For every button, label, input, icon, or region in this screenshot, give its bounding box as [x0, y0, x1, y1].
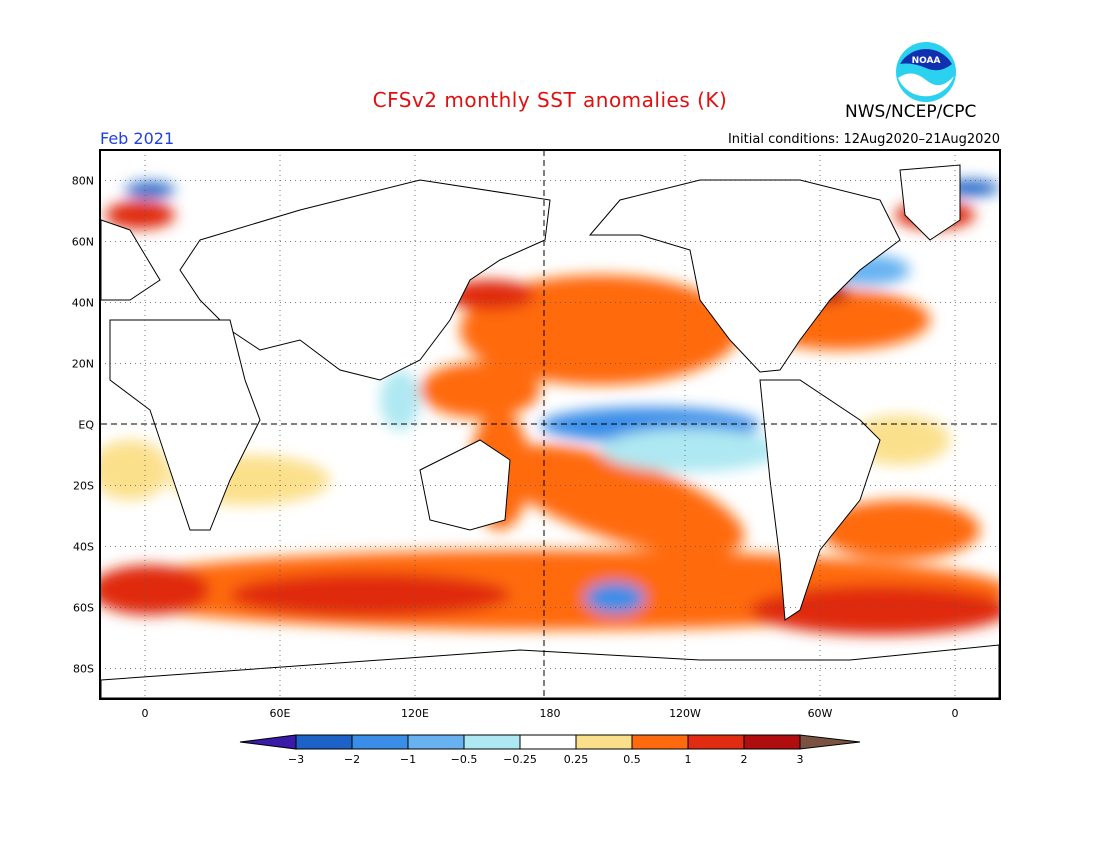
chart-title: CFSv2 monthly SST anomalies (K) — [372, 88, 728, 112]
south-pacific-cool — [585, 582, 645, 614]
greenland-warm — [895, 201, 975, 229]
lat-label-2: 40N — [72, 297, 94, 310]
warm-west-pacific — [420, 362, 540, 418]
warm-south-pacific-west — [470, 410, 530, 530]
colorbar-segment-4 — [463, 734, 521, 750]
colorbar-segment-2 — [351, 734, 409, 750]
antarctica-land — [101, 644, 999, 698]
southern-ocean-strong-west — [101, 565, 210, 615]
lon-label-0: 0 — [142, 707, 149, 720]
landmasses — [101, 164, 999, 698]
atlantic-tropical-warm — [850, 415, 950, 465]
colorbar-segment-6 — [575, 734, 633, 750]
east-pacific-cool — [600, 428, 780, 472]
lat-label-5: 20S — [73, 480, 94, 493]
noaa-logo: NOAA — [896, 42, 956, 102]
eurasia-land — [179, 179, 551, 381]
lon-label-3: 180 — [540, 707, 561, 720]
lon-label-2: 120E — [401, 707, 429, 720]
longitude-labels: 0 60E 120E 180 120W 60W 0 — [142, 707, 959, 720]
map-grid — [101, 150, 999, 698]
lat-label-0: 80N — [72, 175, 94, 188]
lat-label-6: 40S — [73, 541, 94, 554]
africa-land — [109, 319, 261, 531]
colorbar-tick-4: −0.25 — [503, 753, 537, 766]
warm-south-pacific-band — [495, 444, 745, 556]
map-frame — [99, 149, 1001, 700]
lat-label-1: 60N — [72, 236, 94, 249]
colorbar-arrow-low — [239, 734, 297, 750]
colorbar-segment-1 — [295, 734, 353, 750]
warm-north-pacific — [460, 275, 740, 385]
lon-label-6: 0 — [952, 707, 959, 720]
colorbar-tick-9: 3 — [797, 753, 804, 766]
agency-label: NWS/NCEP/CPC — [845, 102, 977, 122]
colorbar-segment-8 — [687, 734, 745, 750]
lon-label-4: 120W — [669, 707, 701, 720]
colorbar-tick-7: 1 — [685, 753, 692, 766]
north-atlantic-warm — [750, 290, 930, 350]
greenland-warm-west — [105, 201, 175, 229]
australia-land — [419, 439, 511, 531]
europe-west-land — [101, 219, 161, 301]
colorbar-tick-5: 0.25 — [564, 753, 589, 766]
lat-label-7: 60S — [73, 602, 94, 615]
colorbar-tick-3: −0.5 — [451, 753, 478, 766]
colorbar-tick-8: 2 — [741, 753, 748, 766]
southern-ocean-warm — [101, 550, 999, 630]
initial-conditions: Initial conditions: 12Aug2020–21Aug2020 — [727, 132, 1000, 147]
barents-cool-west — [125, 182, 175, 198]
lon-label-1: 60E — [270, 707, 291, 720]
colorbar-tick-2: −1 — [400, 753, 416, 766]
lon-label-5: 60W — [808, 707, 833, 720]
colorbar-arrow-high — [799, 734, 861, 750]
colorbar-tick-0: −3 — [288, 753, 304, 766]
noaa-logo-text: NOAA — [912, 56, 941, 66]
gulf-stream-warm — [790, 283, 850, 303]
colorbar: −3 −2 −1 −0.5 −0.25 0.25 0.5 1 2 3 — [239, 734, 861, 766]
colorbar-tick-1: −2 — [344, 753, 360, 766]
latitude-labels: 80N 60N 40N 20N EQ 20S 40S 60S 80S — [72, 175, 95, 676]
colorbar-tick-6: 0.5 — [623, 753, 641, 766]
lat-label-8: 80S — [73, 663, 94, 676]
southern-ocean-strong — [230, 573, 510, 617]
subpolar-atlantic-cool — [830, 255, 910, 285]
south-atlantic-east — [101, 440, 170, 500]
lat-label-3: 20N — [72, 358, 94, 371]
la-nina-cold-tongue — [540, 407, 760, 443]
colorbar-segment-7 — [631, 734, 689, 750]
southern-ocean-strong-east — [750, 585, 999, 635]
colorbar-segment-3 — [407, 734, 465, 750]
forecast-month: Feb 2021 — [100, 129, 175, 148]
indian-ocean-warm — [170, 455, 330, 505]
kuroshio-warm — [445, 280, 535, 310]
lat-label-4: EQ — [78, 419, 94, 432]
south-america-land — [759, 379, 881, 621]
barents-cool — [940, 180, 999, 196]
north-america-land — [588, 179, 901, 373]
maritime-continent-cool — [380, 370, 420, 430]
south-atlantic-warm — [820, 500, 980, 560]
colorbar-segment-5 — [519, 734, 577, 750]
colorbar-segment-9 — [743, 734, 801, 750]
greenland-land — [899, 164, 961, 241]
